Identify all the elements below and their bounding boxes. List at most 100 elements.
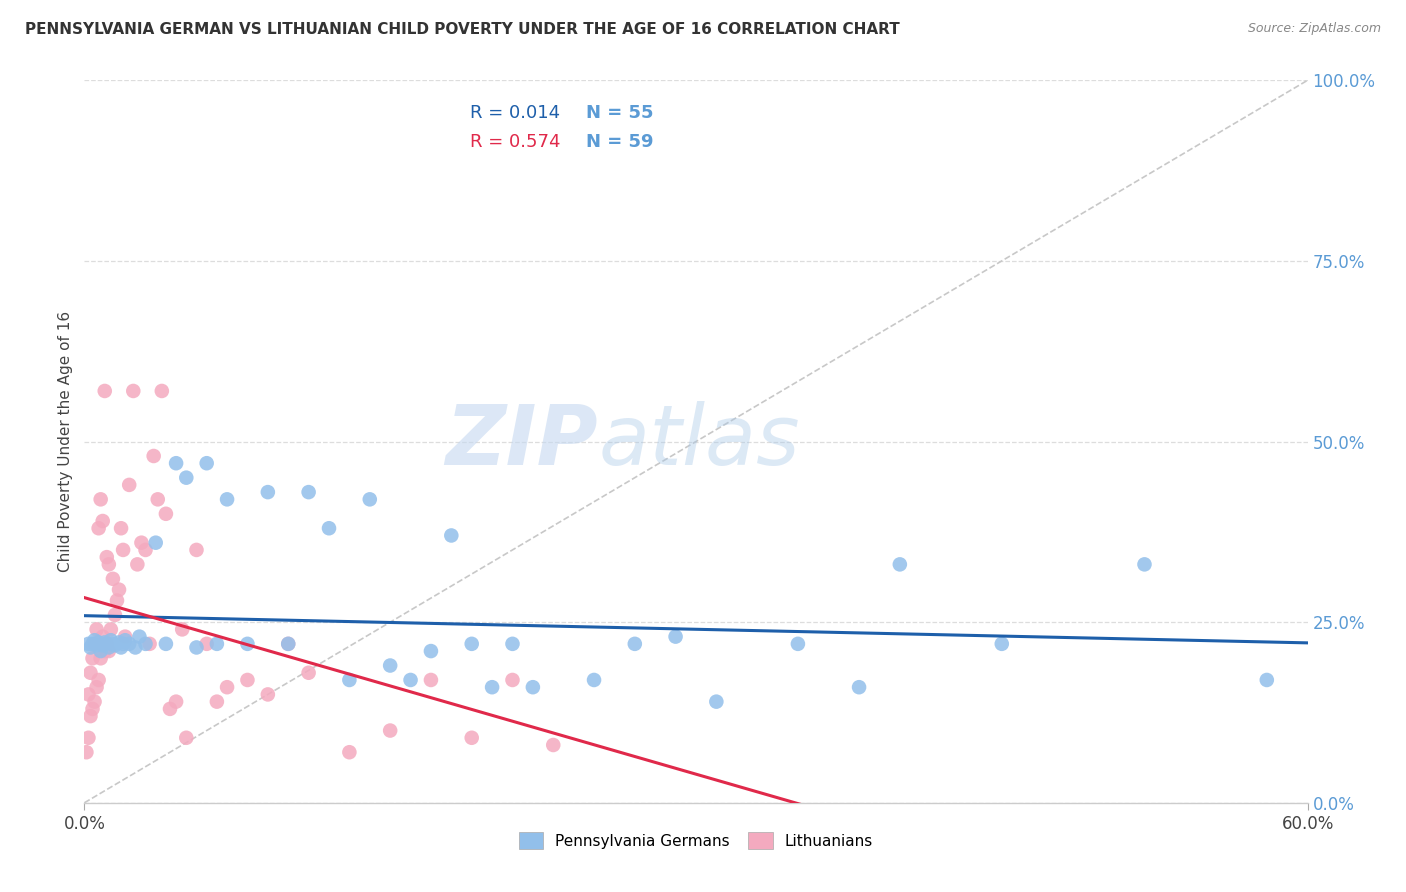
Text: ZIP: ZIP — [446, 401, 598, 482]
Point — [440, 528, 463, 542]
Point — [110, 640, 132, 655]
Point — [93, 384, 115, 398]
Point — [277, 637, 299, 651]
Point — [112, 637, 135, 651]
Point — [82, 702, 104, 716]
Point — [83, 637, 105, 651]
Point — [236, 637, 259, 651]
Point — [127, 558, 149, 572]
Point — [86, 638, 108, 652]
Point — [96, 637, 118, 651]
Y-axis label: Child Poverty Under the Age of 16: Child Poverty Under the Age of 16 — [58, 311, 73, 572]
Point — [277, 637, 299, 651]
Point — [112, 542, 135, 557]
Point — [105, 593, 128, 607]
Point — [195, 456, 218, 470]
Point — [399, 673, 422, 687]
Point — [131, 535, 153, 549]
Point — [195, 637, 218, 651]
Point — [481, 680, 503, 694]
Point — [502, 673, 524, 687]
Point — [298, 485, 321, 500]
Point — [118, 637, 141, 651]
Text: R = 0.574: R = 0.574 — [470, 133, 560, 151]
Point — [82, 651, 104, 665]
Point — [96, 637, 118, 651]
Text: N = 55: N = 55 — [586, 103, 654, 122]
Point — [83, 695, 105, 709]
Point — [150, 384, 173, 398]
Point — [174, 731, 197, 745]
Point — [142, 449, 165, 463]
Point — [128, 630, 150, 644]
Text: Source: ZipAtlas.com: Source: ZipAtlas.com — [1247, 22, 1381, 36]
Point — [461, 637, 484, 651]
Point — [77, 637, 100, 651]
Point — [79, 709, 101, 723]
Point — [135, 637, 157, 651]
Point — [101, 637, 124, 651]
Point — [165, 695, 187, 709]
Point — [461, 731, 484, 745]
Point — [90, 651, 112, 665]
Point — [79, 640, 101, 655]
Point — [624, 637, 647, 651]
Point — [77, 731, 100, 745]
Point — [97, 640, 120, 655]
Point — [217, 492, 239, 507]
Point — [77, 687, 100, 701]
Point — [93, 644, 115, 658]
Text: PENNSYLVANIA GERMAN VS LITHUANIAN CHILD POVERTY UNDER THE AGE OF 16 CORRELATION : PENNSYLVANIA GERMAN VS LITHUANIAN CHILD … — [25, 22, 900, 37]
Point — [186, 640, 208, 655]
Point — [155, 637, 177, 651]
Point — [87, 635, 110, 649]
Point — [97, 558, 120, 572]
Point — [205, 695, 228, 709]
Point — [583, 673, 606, 687]
Point — [135, 542, 157, 557]
Point — [889, 558, 911, 572]
Point — [138, 637, 160, 651]
Point — [108, 635, 131, 649]
Point — [318, 521, 340, 535]
Point — [298, 665, 321, 680]
Point — [236, 673, 259, 687]
Text: R = 0.014: R = 0.014 — [470, 103, 560, 122]
Point — [359, 492, 381, 507]
Point — [100, 633, 122, 648]
Point — [665, 630, 688, 644]
Point — [82, 637, 104, 651]
Point — [257, 687, 280, 701]
Point — [217, 680, 239, 694]
Point — [502, 637, 524, 651]
Point — [90, 644, 112, 658]
Point — [86, 623, 108, 637]
Point — [174, 470, 197, 484]
Point — [380, 658, 402, 673]
Point — [93, 635, 115, 649]
Point — [97, 644, 120, 658]
Point — [104, 607, 127, 622]
Point — [110, 521, 132, 535]
Point — [91, 638, 114, 652]
Point — [100, 623, 122, 637]
Point — [380, 723, 402, 738]
Point — [104, 638, 127, 652]
Point — [1256, 673, 1278, 687]
Point — [165, 456, 187, 470]
Point — [91, 630, 114, 644]
Point — [108, 582, 131, 597]
Point — [787, 637, 810, 651]
Point — [118, 478, 141, 492]
Point — [83, 633, 105, 648]
Point — [91, 514, 114, 528]
Point — [114, 630, 136, 644]
Point — [339, 745, 361, 759]
Point — [87, 521, 110, 535]
Point — [1133, 558, 1156, 572]
Text: atlas: atlas — [598, 401, 800, 482]
Text: N = 59: N = 59 — [586, 133, 654, 151]
Point — [991, 637, 1014, 651]
Point — [543, 738, 565, 752]
Point — [257, 485, 280, 500]
